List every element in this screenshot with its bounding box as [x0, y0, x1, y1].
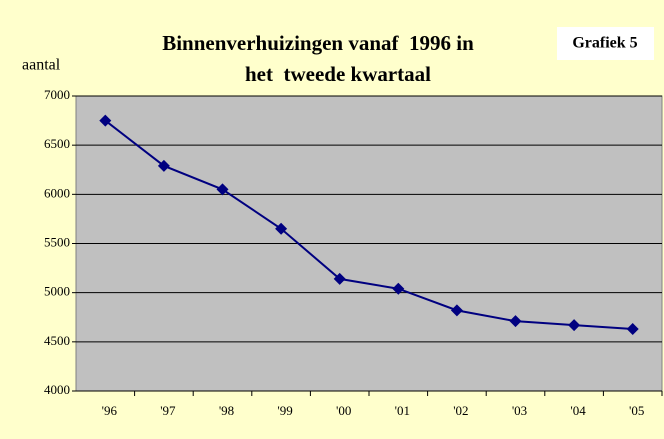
data-point	[626, 323, 639, 336]
x-tick-label: '01	[395, 403, 410, 418]
x-tick-label: '97	[160, 403, 176, 418]
y-tick-label: 4500	[44, 333, 70, 348]
x-tick-label: '00	[336, 403, 351, 418]
data-point	[450, 304, 463, 317]
data-point	[157, 159, 170, 172]
y-tick-label: 5500	[44, 234, 70, 249]
y-tick-label: 7000	[44, 87, 70, 102]
chart-title: Binnenverhuizingen vanaf 1996 in	[162, 31, 474, 55]
data-point	[568, 319, 581, 332]
y-tick-label: 4000	[44, 382, 70, 397]
x-tick-label: '04	[570, 403, 586, 418]
x-tick-label: '03	[512, 403, 527, 418]
y-tick-label: 5000	[44, 284, 70, 299]
chart-title: het tweede kwartaal	[245, 62, 431, 86]
x-tick-label: '98	[219, 403, 234, 418]
data-point	[509, 315, 522, 328]
annotation-box	[557, 27, 654, 60]
y-axis-label: aantal	[22, 57, 61, 74]
data-point	[275, 222, 288, 235]
x-tick-label: '02	[453, 403, 468, 418]
x-tick-label: '99	[277, 403, 292, 418]
x-tick-label: '96	[102, 403, 118, 418]
data-point	[392, 282, 405, 295]
y-tick-label: 6000	[44, 185, 70, 200]
annotation: Grafiek 5	[572, 35, 637, 52]
series-line	[104, 119, 633, 331]
data-point	[99, 114, 112, 127]
y-tick-label: 6500	[44, 136, 70, 151]
x-tick-label: '05	[629, 403, 644, 418]
data-point	[216, 183, 229, 196]
data-point	[333, 272, 346, 285]
